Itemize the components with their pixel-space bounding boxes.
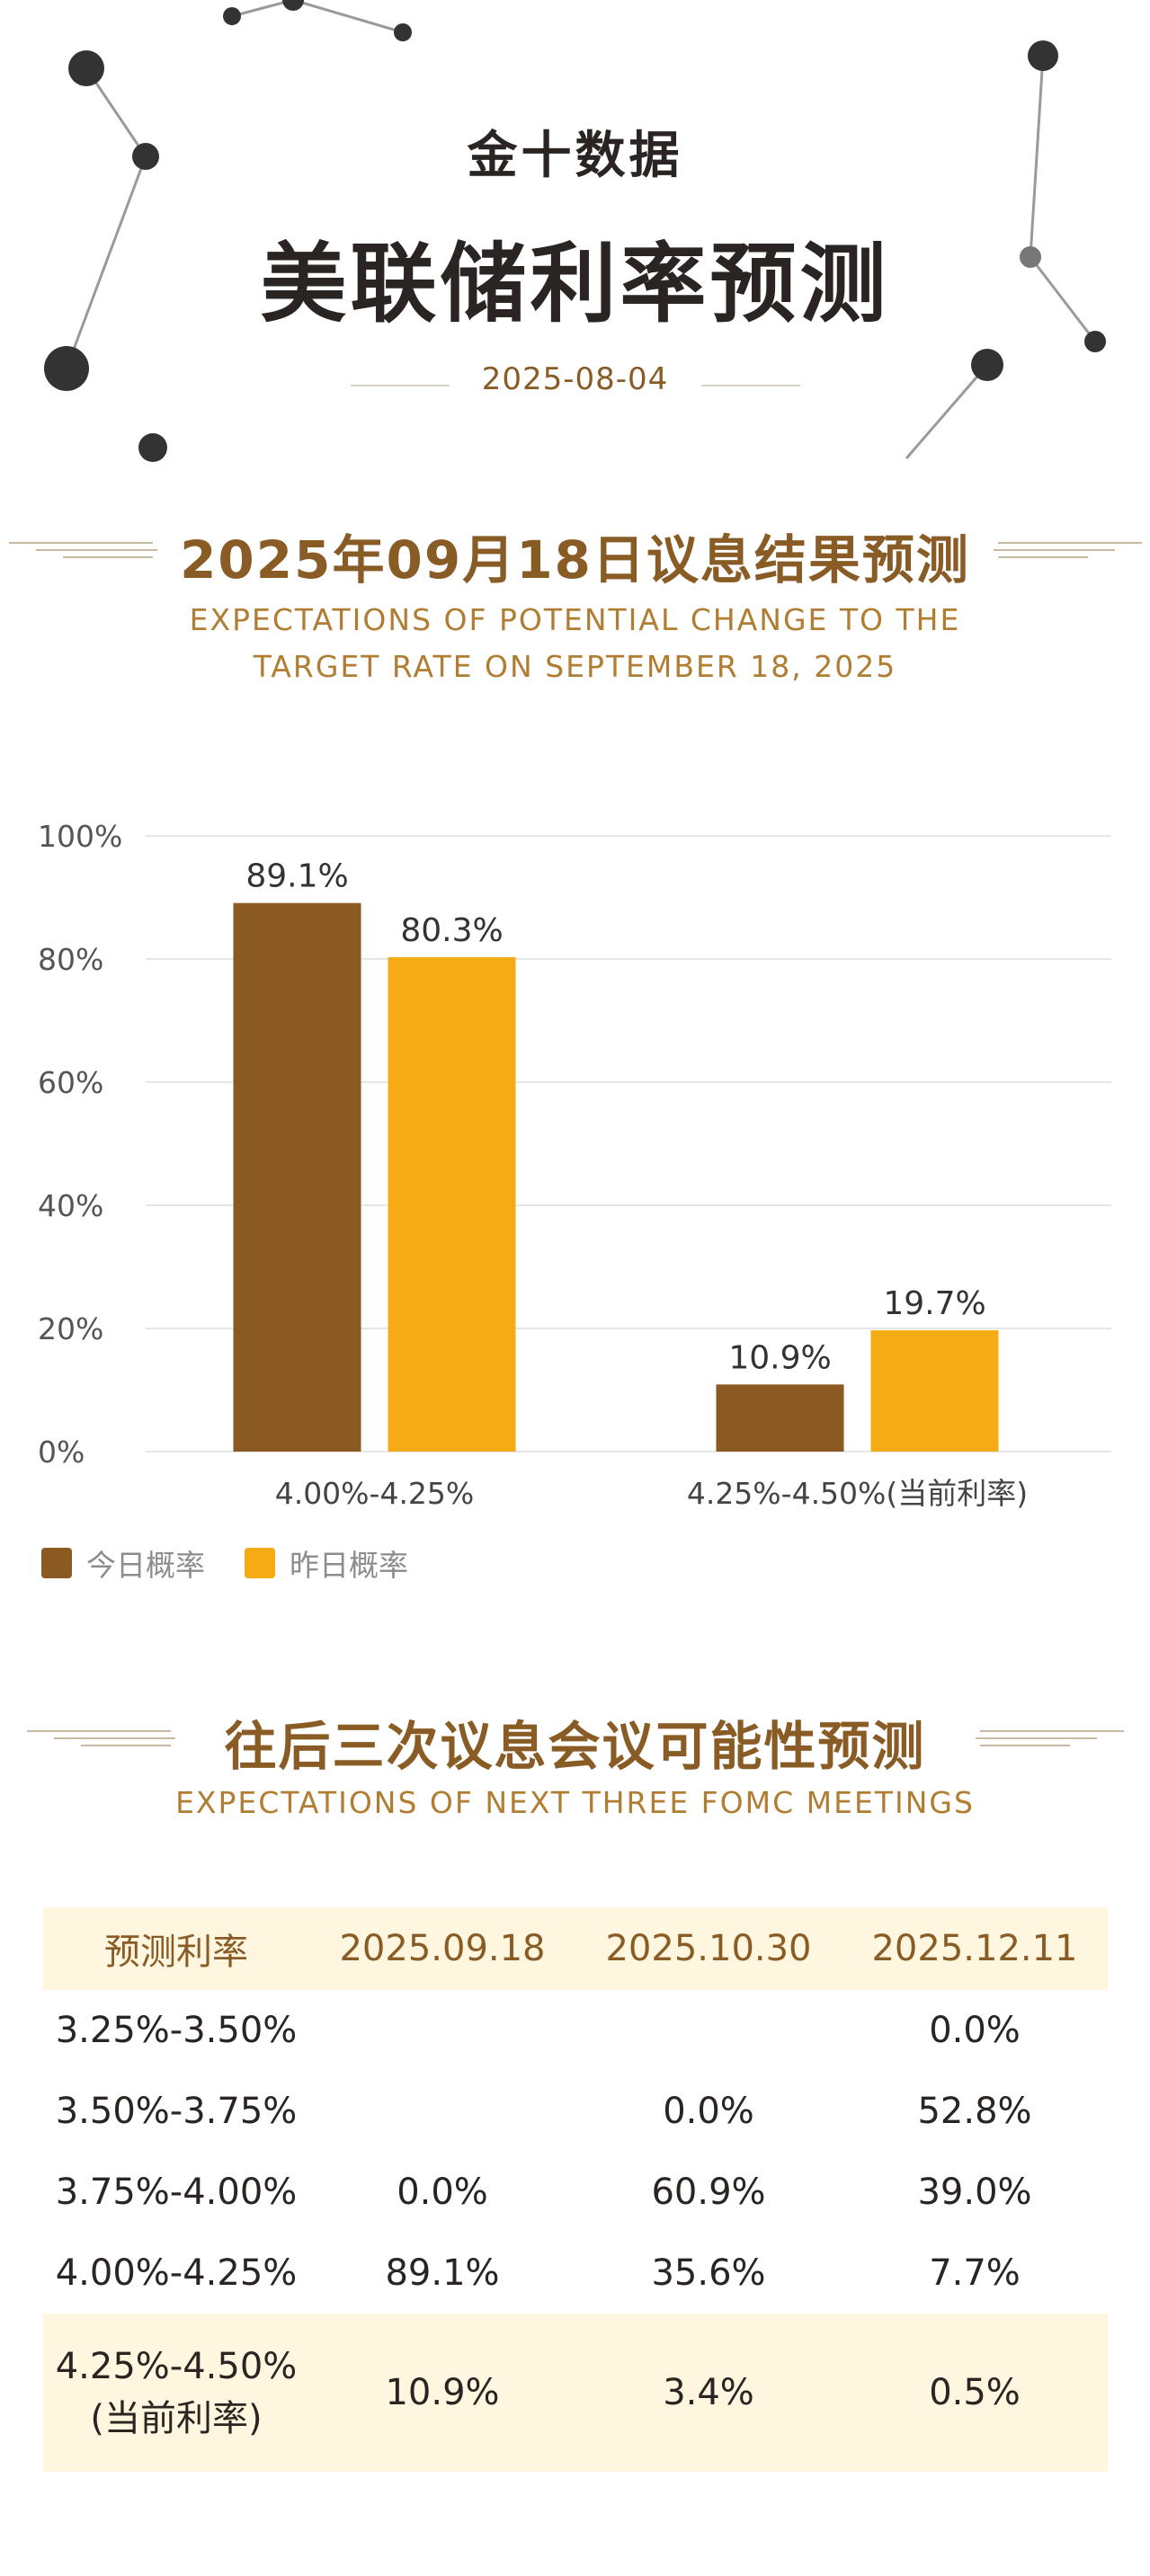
y-tick-label: 100% [38, 819, 122, 854]
data-label: 80.3% [400, 912, 503, 949]
value-cell: 7.7% [929, 2252, 1021, 2294]
y-tick-label: 60% [38, 1065, 103, 1100]
title-ornament-left-2 [27, 1730, 175, 1746]
date-divider-left [351, 385, 450, 386]
date-row: 2025-08-04 [0, 361, 1150, 397]
value-cell: 0.5% [929, 2372, 1021, 2413]
rate-cell: 4.00%-4.25% [55, 2252, 298, 2294]
data-label: 89.1% [245, 858, 348, 895]
value-cell: 52.8% [917, 2091, 1032, 2132]
legend-item-yesterday: 昨日概率 [245, 1541, 408, 1585]
value-cell: 35.6% [651, 2252, 766, 2294]
section1-title: 2025年09月18日议息结果预测 [180, 529, 970, 591]
legend-label-yesterday: 昨日概率 [290, 1548, 408, 1583]
header-meeting-3: 2025.12.11 [871, 1928, 1078, 1969]
bar [388, 956, 516, 1452]
legend-label-today: 今日概率 [86, 1548, 205, 1583]
value-cell: 89.1% [385, 2252, 500, 2294]
report-date: 2025-08-04 [481, 361, 669, 397]
bar [870, 1330, 999, 1452]
constellation-decoration [44, 0, 1106, 462]
legend-item-today: 今日概率 [41, 1541, 205, 1585]
date-divider-right [701, 385, 800, 386]
value-cell: 0.0% [397, 2172, 488, 2213]
bar [716, 1384, 844, 1452]
title-ornament-right [994, 542, 1142, 558]
x-tick-label: 4.00%-4.25% [275, 1476, 475, 1511]
title-ornament-left [9, 542, 157, 558]
y-tick-label: 20% [38, 1311, 103, 1346]
y-tick-label: 0% [38, 1435, 85, 1470]
header-meeting-1: 2025.09.18 [339, 1928, 546, 1969]
y-tick-label: 40% [38, 1188, 103, 1223]
bar [233, 902, 361, 1452]
value-cell: 3.4% [663, 2372, 754, 2413]
value-cell: 60.9% [651, 2172, 766, 2213]
section2-title: 往后三次议息会议可能性预测 [224, 1716, 926, 1777]
value-cell: 0.0% [929, 2010, 1021, 2051]
section1-subtitle-1: EXPECTATIONS OF POTENTIAL CHANGE TO THE [189, 602, 961, 637]
value-cell: 39.0% [917, 2172, 1032, 2213]
current-rate-value: 4.25%-4.50% [55, 2346, 298, 2387]
data-label: 19.7% [883, 1285, 985, 1322]
table-header-row: 预测利率 2025.09.18 2025.10.30 2025.12.11 [43, 1907, 1108, 1990]
y-tick-label: 80% [38, 942, 103, 977]
rate-cell-current: 4.25%-4.50% (当前利率) [43, 2314, 309, 2472]
table-row: 3.25%-3.50% 0.0% [43, 1990, 1108, 2071]
title-ornament-right-2 [976, 1730, 1124, 1746]
page-title: 美联储利率预测 [260, 234, 890, 334]
legend-swatch-today [41, 1548, 72, 1578]
legend-swatch-yesterday [245, 1548, 275, 1578]
bar-chart: 0% 20% 40% 60% 80% 100% 89.1% 80.3% 4.00%-4.25% 1… [38, 819, 1111, 1511]
forecast-table: 预测利率 2025.09.18 2025.10.30 2025.12.11 3.… [43, 1907, 1108, 2472]
section1-subtitle-2: TARGET RATE ON SEPTEMBER 18, 2025 [253, 649, 897, 684]
table-row-current-rate: 4.25%-4.50% (当前利率) 10.9% 3.4% 0.5% [43, 2314, 1108, 2472]
rate-cell: 3.50%-3.75% [55, 2091, 298, 2132]
value-cell: 0.0% [663, 2091, 754, 2132]
value-cell [309, 2071, 575, 2152]
table-row: 4.00%-4.25% 89.1% 35.6% 7.7% [43, 2233, 1108, 2314]
table-row: 3.50%-3.75% 0.0% 52.8% [43, 2071, 1108, 2152]
rate-cell: 3.25%-3.50% [55, 2010, 298, 2051]
data-label: 10.9% [728, 1339, 831, 1376]
header-rate: 预测利率 [104, 1932, 248, 1973]
x-tick-label: 4.25%-4.50%(当前利率) [687, 1476, 1028, 1511]
value-cell: 10.9% [385, 2372, 500, 2413]
value-cell [309, 1990, 575, 2071]
header-meeting-2: 2025.10.30 [605, 1928, 812, 1969]
brand-name: 金十数据 [467, 127, 683, 185]
section2-subtitle: EXPECTATIONS OF NEXT THREE FOMC MEETINGS [175, 1785, 975, 1820]
rate-cell: 3.75%-4.00% [55, 2172, 298, 2213]
value-cell [575, 1990, 842, 2071]
current-rate-note: (当前利率) [90, 2398, 263, 2439]
table-row: 3.75%-4.00% 0.0% 60.9% 39.0% [43, 2152, 1108, 2233]
